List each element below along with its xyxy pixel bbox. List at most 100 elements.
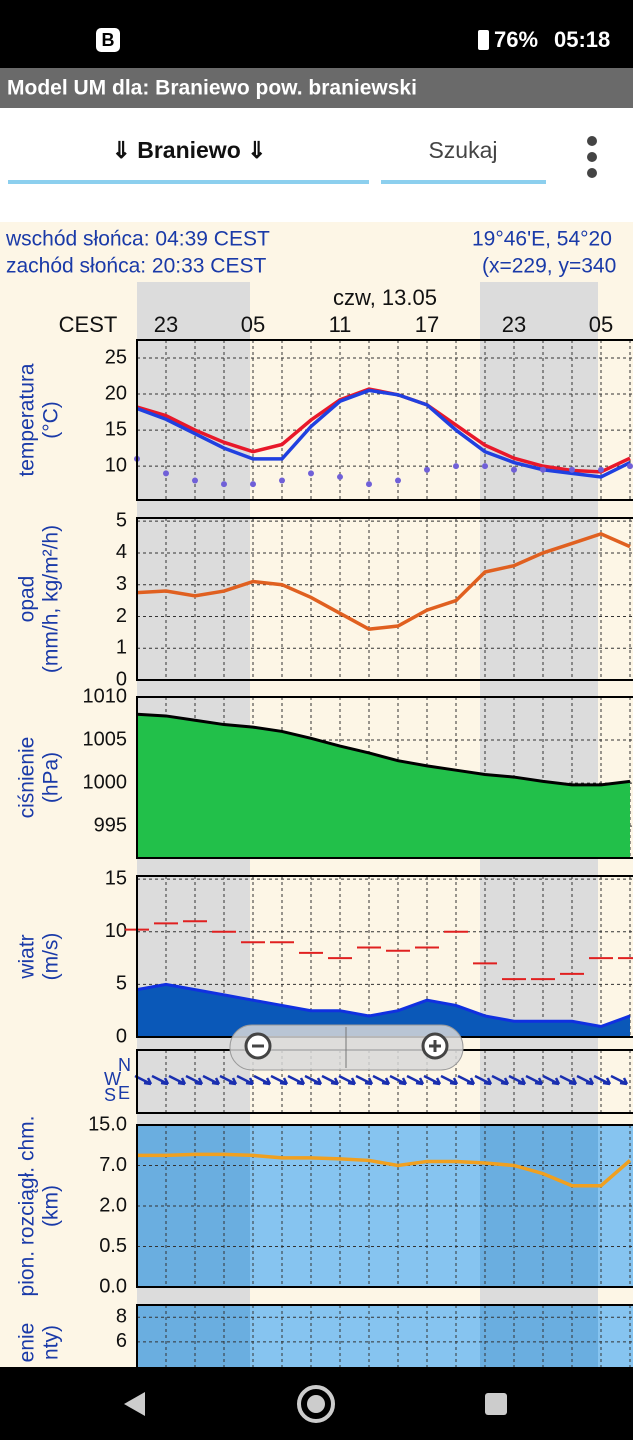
y-tick-label: 0.5 <box>99 1235 127 1257</box>
wind-arrow <box>508 1074 527 1086</box>
panel-label: (km) <box>40 1185 63 1227</box>
battery-icon <box>478 30 489 50</box>
nav-back[interactable] <box>124 1392 145 1416</box>
line <box>136 532 631 631</box>
wind-arrow <box>338 1074 357 1086</box>
panel-label: (°C) <box>40 401 63 439</box>
y-tick-label: 2 <box>116 605 127 627</box>
zoom-in[interactable] <box>421 1032 449 1060</box>
dot <box>308 470 314 477</box>
line <box>137 1152 632 1188</box>
hour-label: 11 <box>329 312 352 337</box>
location-tab[interactable]: ⇓ Braniewo ⇓ <box>112 137 267 163</box>
panel-frame <box>136 696 633 859</box>
area <box>137 984 630 1037</box>
y-tick-label: 1000 <box>83 771 128 793</box>
y-tick-label: 5 <box>116 509 127 531</box>
wind-arrow <box>185 1074 204 1086</box>
area-edge <box>136 982 631 1029</box>
dot <box>192 477 198 484</box>
sunrise: wschód słońca: 04:39 CEST <box>5 228 270 251</box>
y-tick-label: 3 <box>116 573 127 595</box>
y-tick-label: 15 <box>105 418 127 440</box>
wind-arrow <box>423 1074 442 1086</box>
panel-label: ciśnienie <box>16 737 39 819</box>
panel-label: wiatr <box>16 934 39 979</box>
hour-label: 17 <box>415 312 439 337</box>
nav-home[interactable] <box>297 1385 335 1423</box>
wind-arrow <box>304 1074 323 1086</box>
wind-arrow <box>355 1074 374 1086</box>
dot <box>511 466 517 473</box>
search-tab[interactable]: Szukaj <box>428 137 497 163</box>
compass-label: N <box>118 1055 131 1075</box>
panel-label: enie <box>16 1323 39 1363</box>
dot <box>598 466 604 473</box>
y-tick-label: 0 <box>116 1025 127 1047</box>
y-tick-label: 15.0 <box>88 1113 127 1135</box>
wind-arrow <box>576 1074 595 1086</box>
area-edge <box>136 712 631 787</box>
zoom-out[interactable] <box>244 1032 272 1060</box>
app-bar <box>0 68 633 108</box>
y-tick-label: 8 <box>116 1306 127 1328</box>
wind-arrow <box>389 1074 408 1086</box>
panel-label: (mm/h, kg/m²/h) <box>40 525 63 673</box>
y-tick-label: 6 <box>116 1330 127 1352</box>
y-tick-label: 1005 <box>83 728 128 750</box>
wind-arrow <box>151 1074 170 1086</box>
nav-recents[interactable] <box>485 1393 507 1415</box>
y-tick-label: 10 <box>105 454 127 476</box>
dot <box>366 481 372 488</box>
panel: 0 1 2 3 4 5 opad (mm/h, kg/m²/h) <box>16 509 633 690</box>
wind-arrow <box>168 1074 187 1086</box>
zoom-control <box>229 1024 464 1071</box>
y-tick-label: 10 <box>105 920 127 942</box>
dot <box>482 463 488 470</box>
wind-arrow <box>542 1074 561 1086</box>
timezone: CEST <box>59 312 118 337</box>
grid-cell: (x=229, y=340 <box>482 255 616 278</box>
status-bar <box>0 0 633 68</box>
line <box>136 388 631 479</box>
y-tick-label: 0 <box>116 668 127 690</box>
battery: 76% <box>494 27 538 52</box>
wind-arrow <box>202 1074 221 1086</box>
app-title: Model UM dla: Braniewo pow. braniewski <box>7 77 417 100</box>
wind-arrow <box>525 1074 544 1086</box>
app-icon-letter: B <box>102 30 115 50</box>
dot <box>569 466 575 473</box>
panel-frame <box>136 339 633 501</box>
sunset: zachód słońca: 20:33 CEST <box>6 255 266 278</box>
wind-arrow <box>610 1074 629 1086</box>
panel-frame <box>136 1124 633 1288</box>
nav-home-dot <box>307 1395 325 1413</box>
dot <box>627 463 633 470</box>
panel-label: temperatura <box>16 363 39 477</box>
wind-arrow <box>219 1074 238 1086</box>
y-tick-label: 25 <box>105 346 127 368</box>
menu-button[interactable] <box>587 136 597 178</box>
date: czw, 13.05 <box>333 285 437 310</box>
wind-arrow <box>372 1074 391 1086</box>
y-tick-label: 4 <box>116 541 127 563</box>
y-tick-label: 1010 <box>83 685 128 707</box>
wind-arrow <box>491 1074 510 1086</box>
panel-label: (m/s) <box>40 933 63 981</box>
panel: 0 5 10 15 wiatr (m/s) <box>16 867 633 1047</box>
coords: 19°46'E, 54°20 <box>472 228 612 251</box>
dot <box>279 477 285 484</box>
wind-arrow <box>457 1074 476 1086</box>
clock: 05:18 <box>554 27 610 52</box>
wind-arrow <box>440 1074 459 1086</box>
panel: 15.0 7.0 2.0 0.5 0.0 pion. rozciągł. chm. (km) <box>16 1113 633 1297</box>
panel-label: pion. rozciągł. chm. <box>16 1116 39 1297</box>
panel: 995 1000 1005 1010 ciśnienie (hPa) <box>16 685 633 859</box>
wind-arrow <box>474 1074 493 1086</box>
dot <box>453 463 459 470</box>
panel-label: (hPa) <box>40 752 63 803</box>
y-tick-label: 5 <box>116 973 127 995</box>
area <box>137 714 630 858</box>
